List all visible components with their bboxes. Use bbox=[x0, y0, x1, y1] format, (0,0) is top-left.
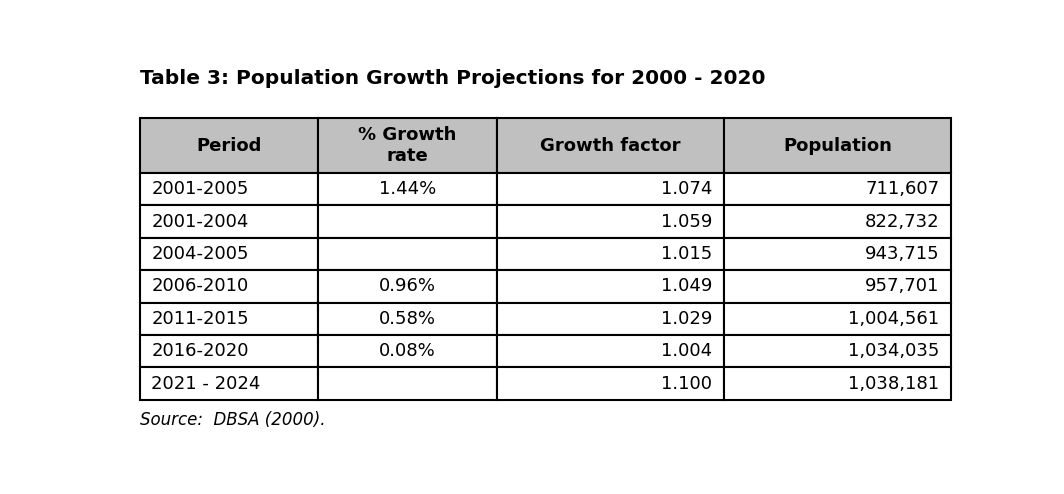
Bar bbox=[318, 118, 497, 173]
Text: 1,034,035: 1,034,035 bbox=[848, 342, 940, 360]
Bar bbox=[139, 238, 318, 270]
Text: 1.074: 1.074 bbox=[661, 180, 712, 198]
Text: 0.96%: 0.96% bbox=[379, 278, 436, 295]
Bar bbox=[318, 238, 497, 270]
Text: 2001-2004: 2001-2004 bbox=[151, 213, 249, 231]
Bar bbox=[318, 335, 497, 368]
Text: 1,038,181: 1,038,181 bbox=[848, 374, 940, 393]
Bar bbox=[724, 173, 951, 206]
Text: Table 3: Population Growth Projections for 2000 - 2020: Table 3: Population Growth Projections f… bbox=[139, 69, 765, 88]
Bar bbox=[139, 206, 318, 238]
Bar bbox=[724, 335, 951, 368]
Bar bbox=[318, 303, 497, 335]
Bar bbox=[139, 270, 318, 303]
Text: 1.100: 1.100 bbox=[661, 374, 712, 393]
Text: 2004-2005: 2004-2005 bbox=[151, 245, 249, 263]
Text: 2006-2010: 2006-2010 bbox=[151, 278, 248, 295]
Bar bbox=[724, 238, 951, 270]
Text: Period: Period bbox=[196, 137, 262, 155]
Bar bbox=[497, 173, 724, 206]
Bar bbox=[139, 368, 318, 400]
Text: 0.58%: 0.58% bbox=[379, 310, 436, 328]
Text: 0.08%: 0.08% bbox=[379, 342, 436, 360]
Bar bbox=[724, 303, 951, 335]
Bar bbox=[318, 270, 497, 303]
Text: 1.004: 1.004 bbox=[661, 342, 712, 360]
Text: 1.029: 1.029 bbox=[661, 310, 712, 328]
Bar bbox=[497, 335, 724, 368]
Bar bbox=[318, 173, 497, 206]
Text: 711,607: 711,607 bbox=[865, 180, 940, 198]
Bar bbox=[497, 303, 724, 335]
Text: % Growth
rate: % Growth rate bbox=[359, 126, 456, 165]
Text: 1.059: 1.059 bbox=[661, 213, 712, 231]
Text: 957,701: 957,701 bbox=[865, 278, 940, 295]
Text: 2016-2020: 2016-2020 bbox=[151, 342, 249, 360]
Text: 1.015: 1.015 bbox=[661, 245, 712, 263]
Bar bbox=[724, 118, 951, 173]
Text: 1.44%: 1.44% bbox=[379, 180, 436, 198]
Bar bbox=[497, 206, 724, 238]
Bar bbox=[139, 335, 318, 368]
Bar bbox=[318, 206, 497, 238]
Bar bbox=[497, 270, 724, 303]
Bar bbox=[139, 173, 318, 206]
Text: 2001-2005: 2001-2005 bbox=[151, 180, 249, 198]
Bar bbox=[318, 368, 497, 400]
Bar bbox=[497, 368, 724, 400]
Text: 2021 - 2024: 2021 - 2024 bbox=[151, 374, 261, 393]
Text: 822,732: 822,732 bbox=[865, 213, 940, 231]
Bar bbox=[139, 303, 318, 335]
Bar bbox=[724, 206, 951, 238]
Text: Source:  DBSA (2000).: Source: DBSA (2000). bbox=[139, 411, 326, 429]
Text: 1,004,561: 1,004,561 bbox=[848, 310, 940, 328]
Bar bbox=[139, 118, 318, 173]
Bar bbox=[497, 238, 724, 270]
Text: Population: Population bbox=[783, 137, 892, 155]
Text: Growth factor: Growth factor bbox=[539, 137, 681, 155]
Text: 1.049: 1.049 bbox=[661, 278, 712, 295]
Bar bbox=[724, 368, 951, 400]
Text: 943,715: 943,715 bbox=[865, 245, 940, 263]
Text: 2011-2015: 2011-2015 bbox=[151, 310, 249, 328]
Bar bbox=[724, 270, 951, 303]
Bar bbox=[497, 118, 724, 173]
